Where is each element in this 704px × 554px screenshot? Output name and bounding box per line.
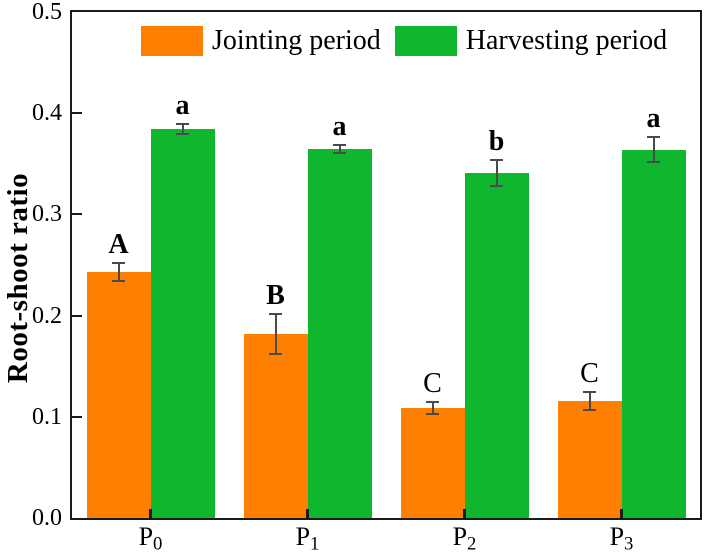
x-tick-label: P2 <box>452 522 477 554</box>
error-bar-cap <box>426 412 439 415</box>
y-tick-mark <box>72 314 82 317</box>
error-bar-cap <box>647 160 660 163</box>
x-tick-label: P3 <box>609 522 634 554</box>
error-bar <box>495 159 498 187</box>
y-tick-label: 0.4 <box>32 100 62 127</box>
x-tick-mark <box>149 509 152 518</box>
bar-jointing-period <box>86 272 151 518</box>
legend: Jointing period Harvesting period <box>141 26 681 56</box>
bar-harvesting-period <box>150 129 215 518</box>
error-bar-cap <box>426 400 439 403</box>
legend-swatch <box>394 26 457 56</box>
error-bar <box>652 137 655 162</box>
error-bar <box>181 124 184 135</box>
error-bar-cap <box>647 136 660 139</box>
y-tick-label: 0.3 <box>32 201 62 228</box>
significance-letter: b <box>488 125 505 157</box>
bar-jointing-period <box>400 407 465 518</box>
error-bar <box>117 262 120 282</box>
error-bar-cap <box>583 390 596 393</box>
bar-jointing-period <box>557 400 622 518</box>
significance-letter: A <box>108 228 129 260</box>
y-tick-label: 0.5 <box>32 0 62 25</box>
y-tick-label: 0.1 <box>32 403 62 430</box>
error-bar-cap <box>333 143 346 146</box>
error-bar-cap <box>490 185 503 188</box>
bar-jointing-period <box>243 333 308 518</box>
x-tick-mark <box>620 509 623 518</box>
error-bar <box>274 313 277 355</box>
significance-letter: a <box>332 110 347 142</box>
legend-label: Jointing period <box>212 25 381 56</box>
error-bar-cap <box>112 280 125 283</box>
error-bar-cap <box>490 158 503 161</box>
x-tick-mark <box>306 509 309 518</box>
x-tick-label: P1 <box>295 522 320 554</box>
significance-letter: B <box>266 279 285 311</box>
bar-harvesting-period <box>307 148 372 518</box>
x-tick-label: P0 <box>138 522 163 554</box>
y-tick-label: 0.0 <box>32 505 62 531</box>
bar-harvesting-period <box>464 172 529 518</box>
y-tick-label: 0.2 <box>32 302 62 329</box>
y-tick-mark <box>72 112 82 115</box>
error-bar-cap <box>176 133 189 136</box>
error-bar <box>588 391 591 410</box>
error-bar <box>338 144 341 153</box>
significance-letter: C <box>580 357 599 389</box>
error-bar-cap <box>269 312 282 315</box>
bar-harvesting-period <box>621 149 686 518</box>
x-tick-mark <box>463 509 466 518</box>
error-bar-cap <box>112 261 125 264</box>
y-axis-title: Root-shoot ratio <box>2 172 34 384</box>
error-bar-cap <box>176 123 189 126</box>
significance-letter: C <box>423 367 442 399</box>
legend-label: Harvesting period <box>465 25 668 56</box>
error-bar-cap <box>269 353 282 356</box>
error-bar <box>431 401 434 414</box>
legend-swatch <box>141 26 203 56</box>
y-tick-mark <box>72 415 82 418</box>
y-tick-mark <box>72 213 82 216</box>
significance-letter: a <box>646 103 661 135</box>
error-bar-cap <box>583 408 596 411</box>
significance-letter: a <box>175 90 190 122</box>
error-bar-cap <box>333 151 346 154</box>
